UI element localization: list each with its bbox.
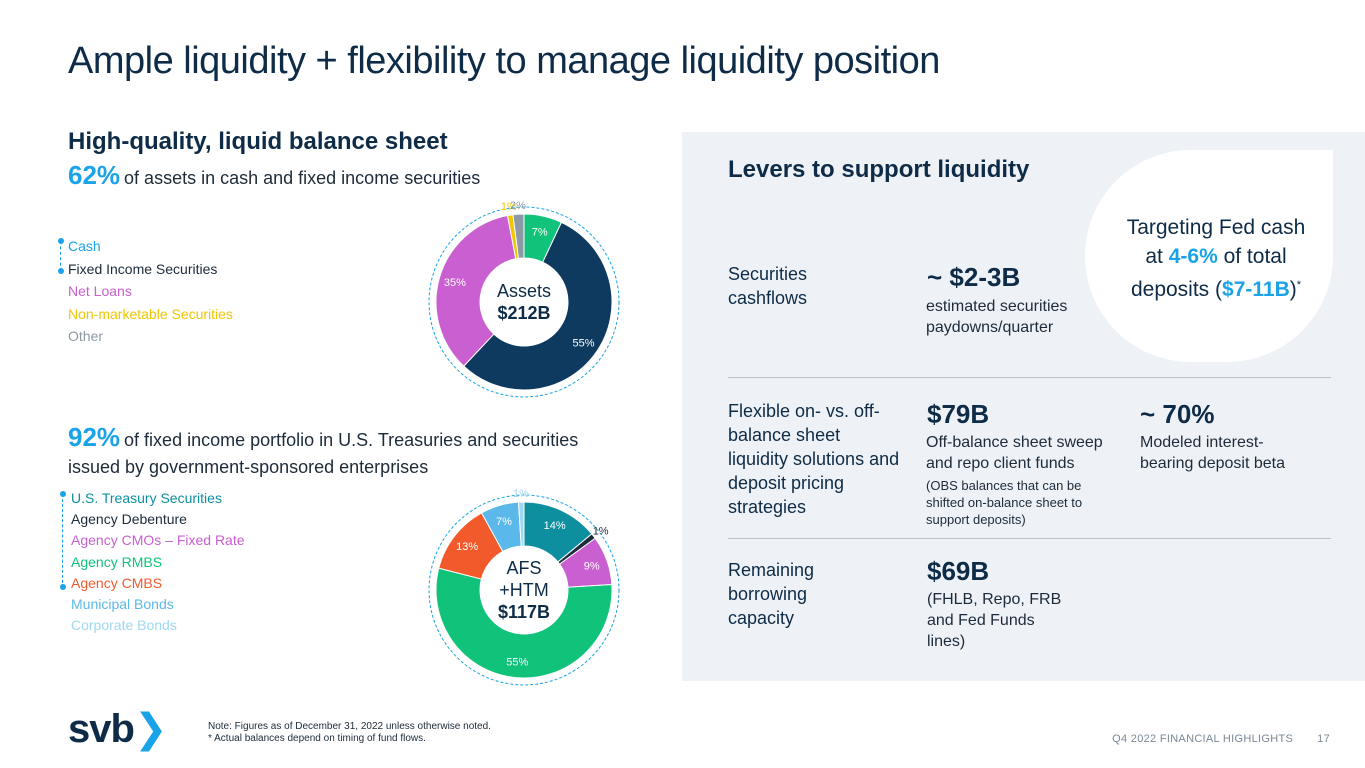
- donut-data-label: 7%: [496, 516, 512, 528]
- page-footer: Q4 2022 FINANCIAL HIGHLIGHTS 17: [1088, 733, 1330, 745]
- deposit-beta-desc: Modeled interest-bearing deposit beta: [1140, 434, 1285, 472]
- afs-legend-item: Municipal Bonds: [71, 595, 174, 612]
- assets-legend-item: Other: [68, 328, 104, 344]
- afs-legend: U.S. Treasury Securities Agency Debenture…: [71, 488, 245, 636]
- afs-legend-bracket-dot-top: [60, 491, 66, 497]
- donut-center-label: $212B: [497, 303, 550, 323]
- fed-cash-footnote-mark: *: [1296, 279, 1302, 291]
- donut-data-label: 14%: [544, 520, 566, 532]
- fed-cash-line1: Targeting Fed cash: [1126, 216, 1306, 239]
- fixed-income-stat-text: of fixed income portfolio in U.S. Treasu…: [68, 430, 579, 477]
- fed-cash-line2: at 4-6% of total: [1145, 245, 1287, 268]
- donut-data-label: 55%: [573, 337, 595, 349]
- afs-legend-item: Corporate Bonds: [71, 617, 177, 634]
- divider-2: [728, 538, 1331, 539]
- flexible-solutions-label: Flexible on- vs. off-balance sheet liqui…: [728, 401, 900, 517]
- borrowing-capacity-value: $69B: [927, 556, 990, 586]
- donut-slice-corporate-bonds: [517, 501, 525, 547]
- chevron-right-icon: ❯: [133, 707, 168, 751]
- donut-center-label: +HTM: [499, 580, 549, 600]
- donut-slice-agency-rmbs: [435, 567, 613, 679]
- fed-cash-line3: deposits ($7-11B)*: [1130, 278, 1302, 301]
- afs-legend-item: Agency CMBS: [71, 574, 163, 591]
- afs-legend-bracket-dot-bottom: [60, 584, 66, 590]
- donut-dashed-ring: [428, 494, 620, 686]
- assets-legend-bracket-dot-bottom: [58, 268, 64, 274]
- footnote-line1: Note: Figures as of December 31, 2022 un…: [208, 721, 491, 732]
- off-balance-value: $79B: [927, 399, 990, 429]
- donut-data-label: 1%: [501, 201, 517, 213]
- securities-cashflows-label: Securities cashflows: [728, 264, 808, 308]
- assets-stat: 62% of assets in cash and fixed income se…: [68, 160, 480, 191]
- donut-data-label: 55%: [506, 657, 528, 669]
- donut-data-label: 13%: [456, 541, 478, 553]
- assets-legend: Cash Fixed Income Securities Net Loans Non-…: [68, 235, 233, 348]
- donut-center-label: $117B: [498, 602, 550, 622]
- section-label: Q4 2022 FINANCIAL HIGHLIGHTS: [1112, 733, 1294, 745]
- footnote: Note: Figures as of December 31, 2022 un…: [208, 721, 491, 745]
- afs-legend-item: Agency Debenture: [71, 511, 187, 528]
- footnote-line2: * Actual balances depend on timing of fu…: [208, 733, 426, 744]
- afs-legend-item: Agency CMOs – Fixed Rate: [71, 532, 245, 549]
- securities-cashflows-value: ~ $2-3B: [927, 262, 1021, 292]
- donut-data-label: 7%: [532, 227, 548, 239]
- donut-dashed-ring: [428, 206, 620, 398]
- balance-sheet-heading: High-quality, liquid balance sheet: [68, 128, 448, 155]
- securities-cashflows-desc: estimated securities paydowns/quarter: [926, 298, 1068, 336]
- afs-legend-item: U.S. Treasury Securities: [71, 490, 222, 506]
- slide-title: Ample liquidity + flexibility to manage …: [68, 40, 940, 82]
- donut-center-label: Assets: [497, 281, 551, 301]
- deposit-beta-value: ~ 70%: [1140, 399, 1215, 429]
- donut-center-label: AFS: [506, 558, 541, 578]
- assets-legend-bracket-dot-top: [58, 238, 64, 244]
- afs-legend-bracket: [62, 494, 64, 588]
- fed-cash-amount: $7-11B: [1222, 278, 1290, 301]
- fixed-income-stat-value: 92%: [68, 422, 121, 452]
- off-balance-desc: Off-balance sheet sweep and repo client …: [926, 434, 1103, 472]
- afs-donut-chart: 14% 1% 9% 55% 13% 7% 1% AFS+HTM$117B: [428, 488, 620, 686]
- afs-legend-item: Agency RMBS: [71, 553, 163, 570]
- donut-data-label: 2%: [510, 200, 526, 212]
- assets-legend-item: Cash: [68, 238, 101, 254]
- donut-data-label: 1%: [513, 488, 529, 500]
- assets-legend-item: Fixed Income Securities: [68, 260, 218, 277]
- donut-slice-other: [512, 213, 525, 259]
- fed-cash-callout-shape: [1085, 150, 1333, 362]
- assets-donut-chart: 7% 55% 35% 1%2% Assets$212B: [428, 200, 620, 398]
- off-balance-note: (OBS balances that can be shifted on-bal…: [926, 478, 1083, 527]
- borrowing-capacity-desc: (FHLB, Repo, FRB and Fed Funds lines): [927, 591, 1062, 650]
- donut-data-label: 35%: [444, 277, 466, 289]
- donut-data-label: 9%: [584, 561, 600, 573]
- donut-data-label: 1%: [593, 526, 609, 538]
- levers-heading: Levers to support liquidity: [728, 156, 1030, 183]
- assets-legend-item: Non-marketable Securities: [68, 305, 233, 322]
- page-number: 17: [1317, 733, 1330, 745]
- assets-stat-value: 62%: [68, 160, 121, 190]
- divider-1: [728, 377, 1331, 378]
- donut-slice-fixed-income-securities: [463, 221, 613, 391]
- fixed-income-stat: 92% of fixed income portfolio in U.S. Tre…: [68, 424, 588, 481]
- fed-cash-percent: 4-6%: [1168, 245, 1218, 268]
- fed-cash-callout: Targeting Fed cash at 4-6% of total depo…: [1110, 213, 1322, 304]
- assets-legend-bracket: [60, 241, 62, 271]
- borrowing-capacity-label: Remaining borrowing capacity: [728, 560, 815, 628]
- assets-stat-text: of assets in cash and fixed income secur…: [124, 168, 481, 188]
- svb-logo: svb❯: [68, 707, 168, 751]
- assets-legend-item: Net Loans: [68, 283, 132, 299]
- donut-slice-net-loans: [435, 214, 517, 367]
